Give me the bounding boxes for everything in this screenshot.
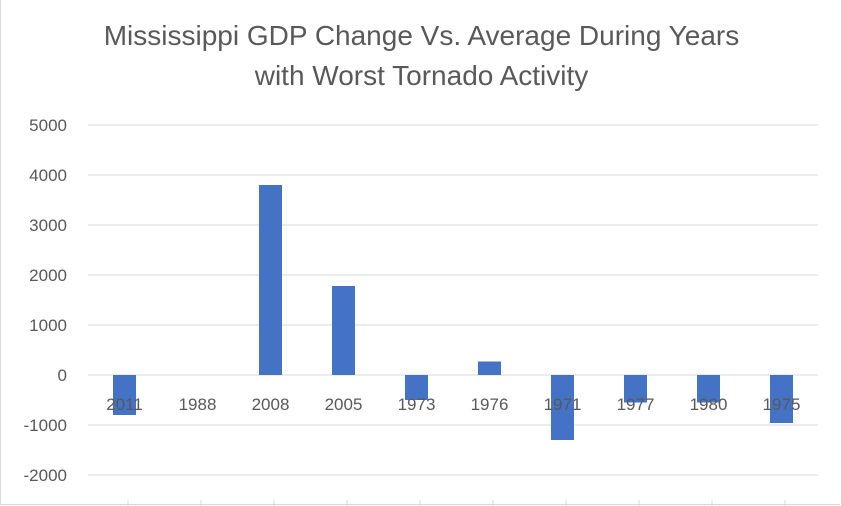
y-axis-tick-labels: 5000 4000 3000 2000 1000 0 -1000 -2000	[24, 116, 67, 485]
bar-1980	[697, 375, 720, 403]
bar-1977	[624, 375, 647, 403]
bar-1975	[770, 375, 793, 423]
y-tick-label: -1000	[24, 416, 67, 435]
gridlines	[88, 124, 818, 476]
x-axis-tick-labels: 2011 1988 2008 2005 1973 1976 1971 1977 1980 1975	[106, 395, 800, 414]
bar-2011	[113, 375, 136, 415]
bar-1973	[405, 375, 428, 400]
chart-title-line-2: with Worst Tornado Activity	[254, 60, 589, 91]
x-tick-label: 2008	[252, 395, 290, 414]
bar-2005	[332, 286, 355, 375]
y-tick-label: -2000	[24, 466, 67, 485]
x-tick-label: 2011	[106, 395, 143, 414]
bar-2008	[259, 185, 282, 375]
x-tick-label: 1977	[617, 395, 655, 414]
x-axis-tick-marks	[127, 500, 786, 506]
bar-1971	[551, 375, 574, 440]
bar-1976	[478, 361, 501, 375]
x-tick-label: 2005	[325, 395, 363, 414]
y-tick-label: 5000	[29, 116, 67, 135]
chart-title: Mississippi GDP Change Vs. Average Durin…	[1, 16, 841, 96]
y-tick-label: 2000	[29, 266, 67, 285]
y-tick-label: 3000	[29, 216, 67, 235]
y-tick-label: 4000	[29, 166, 67, 185]
x-tick-label: 1973	[398, 395, 436, 414]
y-tick-label: 1000	[29, 316, 67, 335]
x-tick-label: 1971	[544, 395, 582, 414]
bars	[113, 185, 793, 440]
y-tick-label: 0	[58, 366, 67, 385]
x-tick-label: 1976	[471, 395, 509, 414]
chart-title-line-1: Mississippi GDP Change Vs. Average Durin…	[103, 20, 740, 51]
x-tick-label: 1988	[179, 395, 217, 414]
x-tick-label: 1975	[763, 395, 801, 414]
x-tick-label: 1980	[690, 395, 728, 414]
